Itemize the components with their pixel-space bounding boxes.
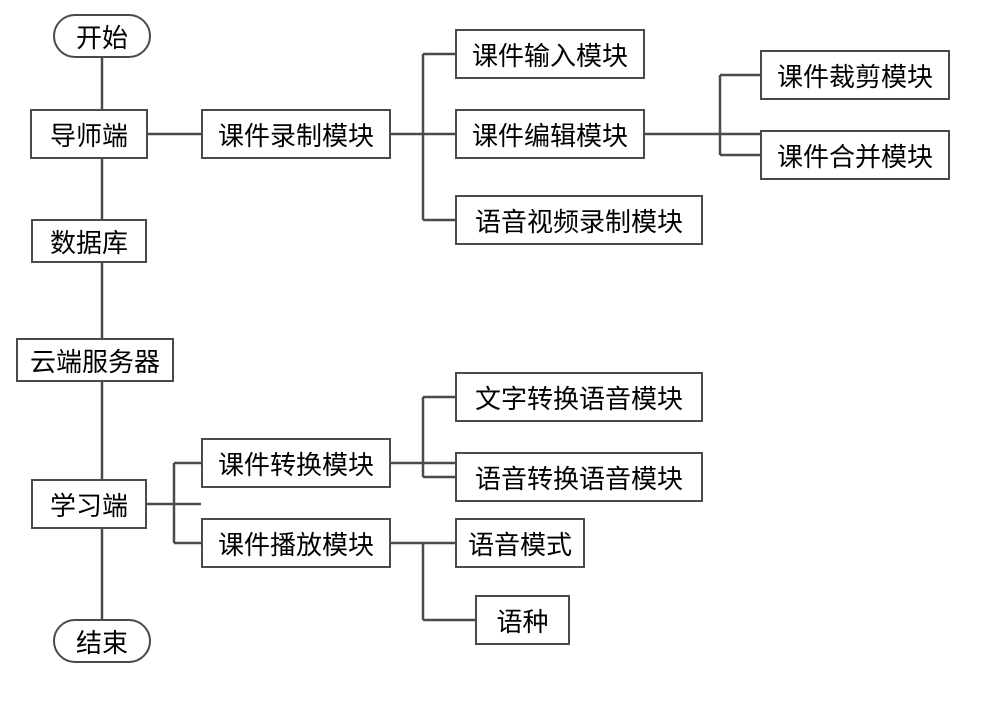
node-label: 开始 [76, 18, 128, 55]
node-label: 结束 [76, 623, 128, 660]
node-label: 课件录制模块 [218, 116, 374, 153]
node-label: 语种 [496, 602, 548, 639]
node-label: 课件裁剪模块 [777, 57, 933, 94]
node-db: 数据库 [31, 219, 147, 263]
node-label: 语音视频录制模块 [475, 202, 683, 239]
node-input: 课件输入模块 [455, 29, 645, 79]
node-play: 课件播放模块 [201, 518, 391, 568]
node-label: 课件合并模块 [777, 137, 933, 174]
node-mode: 语音模式 [455, 518, 585, 568]
flowchart-canvas: 开始导师端 课件录制模块 课件输入模块课件编辑模块语音视频录制模块 课件裁剪模块课件合… [0, 0, 1000, 703]
node-t2s: 文字转换语音模块 [455, 372, 703, 422]
node-label: 课件播放模块 [218, 525, 374, 562]
node-record: 课件录制模块 [201, 109, 391, 159]
node-label: 语音转换语音模块 [475, 459, 683, 496]
node-s2s: 语音转换语音模块 [455, 452, 703, 502]
node-edit: 课件编辑模块 [455, 109, 645, 159]
node-label: 课件编辑模块 [472, 116, 628, 153]
node-label: 学习端 [50, 486, 128, 523]
node-label: 导师端 [50, 116, 128, 153]
node-merge: 课件合并模块 [760, 130, 950, 180]
node-label: 课件输入模块 [472, 36, 628, 73]
node-tutor: 导师端 [30, 109, 148, 159]
node-crop: 课件裁剪模块 [760, 50, 950, 100]
node-label: 文字转换语音模块 [475, 379, 683, 416]
node-label: 云端服务器 [30, 342, 160, 379]
node-lang: 语种 [475, 595, 570, 645]
node-cloud: 云端服务器 [16, 338, 174, 382]
node-convert: 课件转换模块 [201, 438, 391, 488]
node-av: 语音视频录制模块 [455, 195, 703, 245]
node-end: 结束 [53, 619, 151, 663]
node-label: 语音模式 [468, 525, 572, 562]
node-label: 课件转换模块 [218, 445, 374, 482]
node-start: 开始 [53, 14, 151, 58]
node-learn: 学习端 [31, 479, 147, 529]
node-label: 数据库 [50, 223, 128, 260]
